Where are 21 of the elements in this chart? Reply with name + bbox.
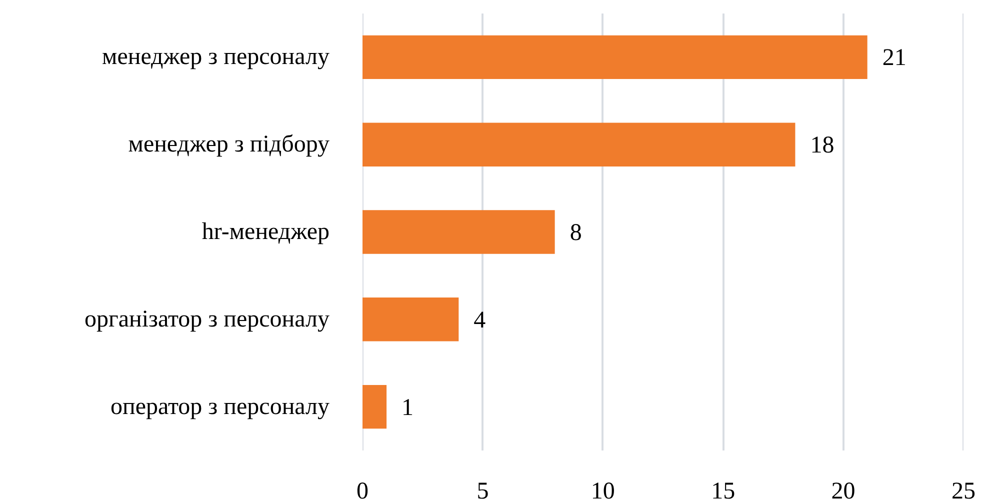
- bar: [362, 122, 796, 166]
- x-tick-label: 15: [711, 478, 736, 501]
- y-tick-label: оператор з персоналу: [110, 394, 330, 420]
- y-tick-label: менеджер з персоналу: [102, 44, 330, 70]
- data-label: 18: [810, 132, 834, 159]
- x-tick-label: 10: [590, 478, 615, 501]
- x-tick-label: 5: [476, 478, 489, 501]
- data-label: 4: [474, 307, 486, 334]
- y-tick-label: організатор з персоналу: [84, 306, 330, 332]
- bar: [362, 384, 387, 429]
- x-tick-label: 0: [356, 478, 368, 501]
- y-tick-label: менеджер з підбору: [128, 132, 330, 158]
- bar: [362, 210, 555, 254]
- data-label: 8: [570, 220, 582, 246]
- bar: [362, 298, 459, 342]
- data-label: 1: [402, 394, 414, 421]
- x-tick-label: 20: [831, 478, 856, 501]
- data-label: 21: [882, 45, 906, 72]
- bar: [362, 35, 868, 80]
- y-tick-label: hr-менеджер: [202, 219, 330, 245]
- x-tick-label: 25: [952, 478, 976, 501]
